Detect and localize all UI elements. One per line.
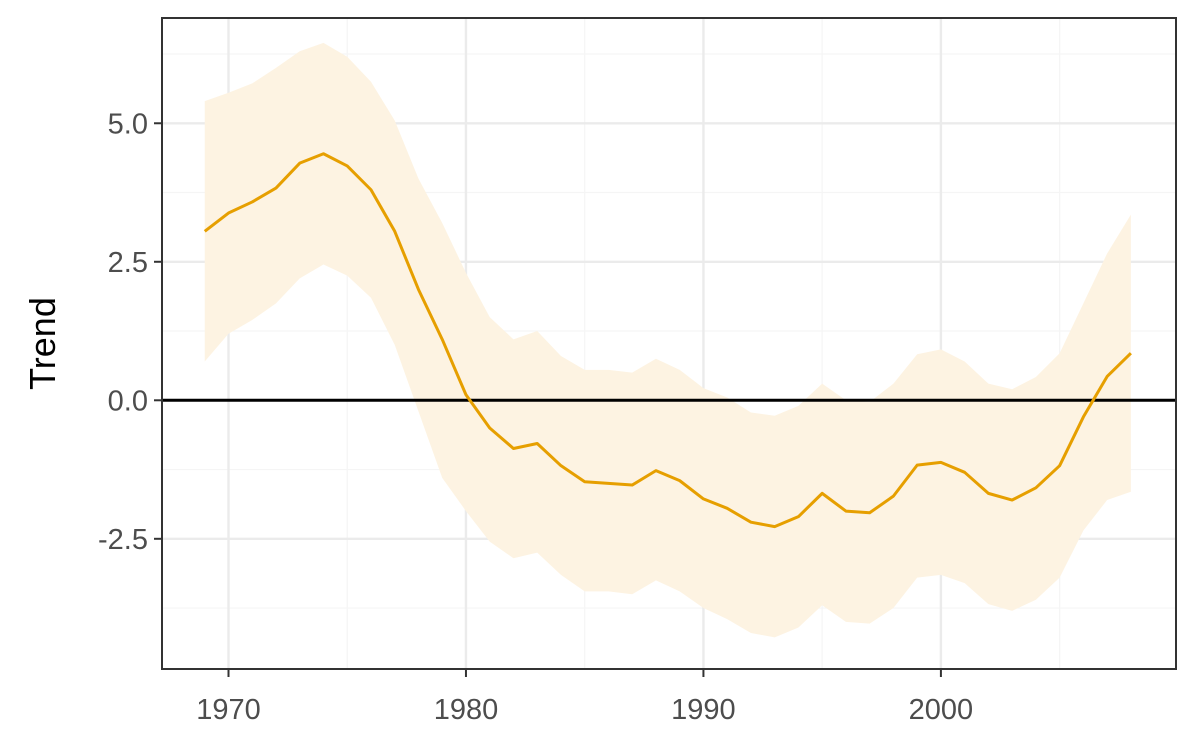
trend-line bbox=[203, 152, 1132, 529]
panel-border bbox=[161, 17, 1177, 670]
y-tick-label: -2.5 bbox=[98, 524, 148, 556]
y-tick-label: 5.0 bbox=[108, 108, 148, 140]
trend-line-layer bbox=[203, 152, 1132, 529]
x-axis-ticks: 1970 1980 1990 2000 bbox=[196, 669, 973, 726]
confidence-ribbon bbox=[204, 42, 1131, 638]
x-tick-label: 1980 bbox=[434, 694, 499, 726]
y-tick-label: 0.0 bbox=[108, 385, 148, 417]
y-axis-title: Trend bbox=[22, 297, 63, 390]
x-tick-label: 2000 bbox=[909, 694, 974, 726]
x-tick-label: 1970 bbox=[196, 694, 261, 726]
y-axis-ticks: -2.5 0.0 2.5 5.0 bbox=[98, 108, 162, 556]
y-tick-label: 2.5 bbox=[108, 247, 148, 279]
x-tick-label: 1990 bbox=[671, 694, 736, 726]
confidence-ribbon-layer bbox=[204, 42, 1131, 638]
